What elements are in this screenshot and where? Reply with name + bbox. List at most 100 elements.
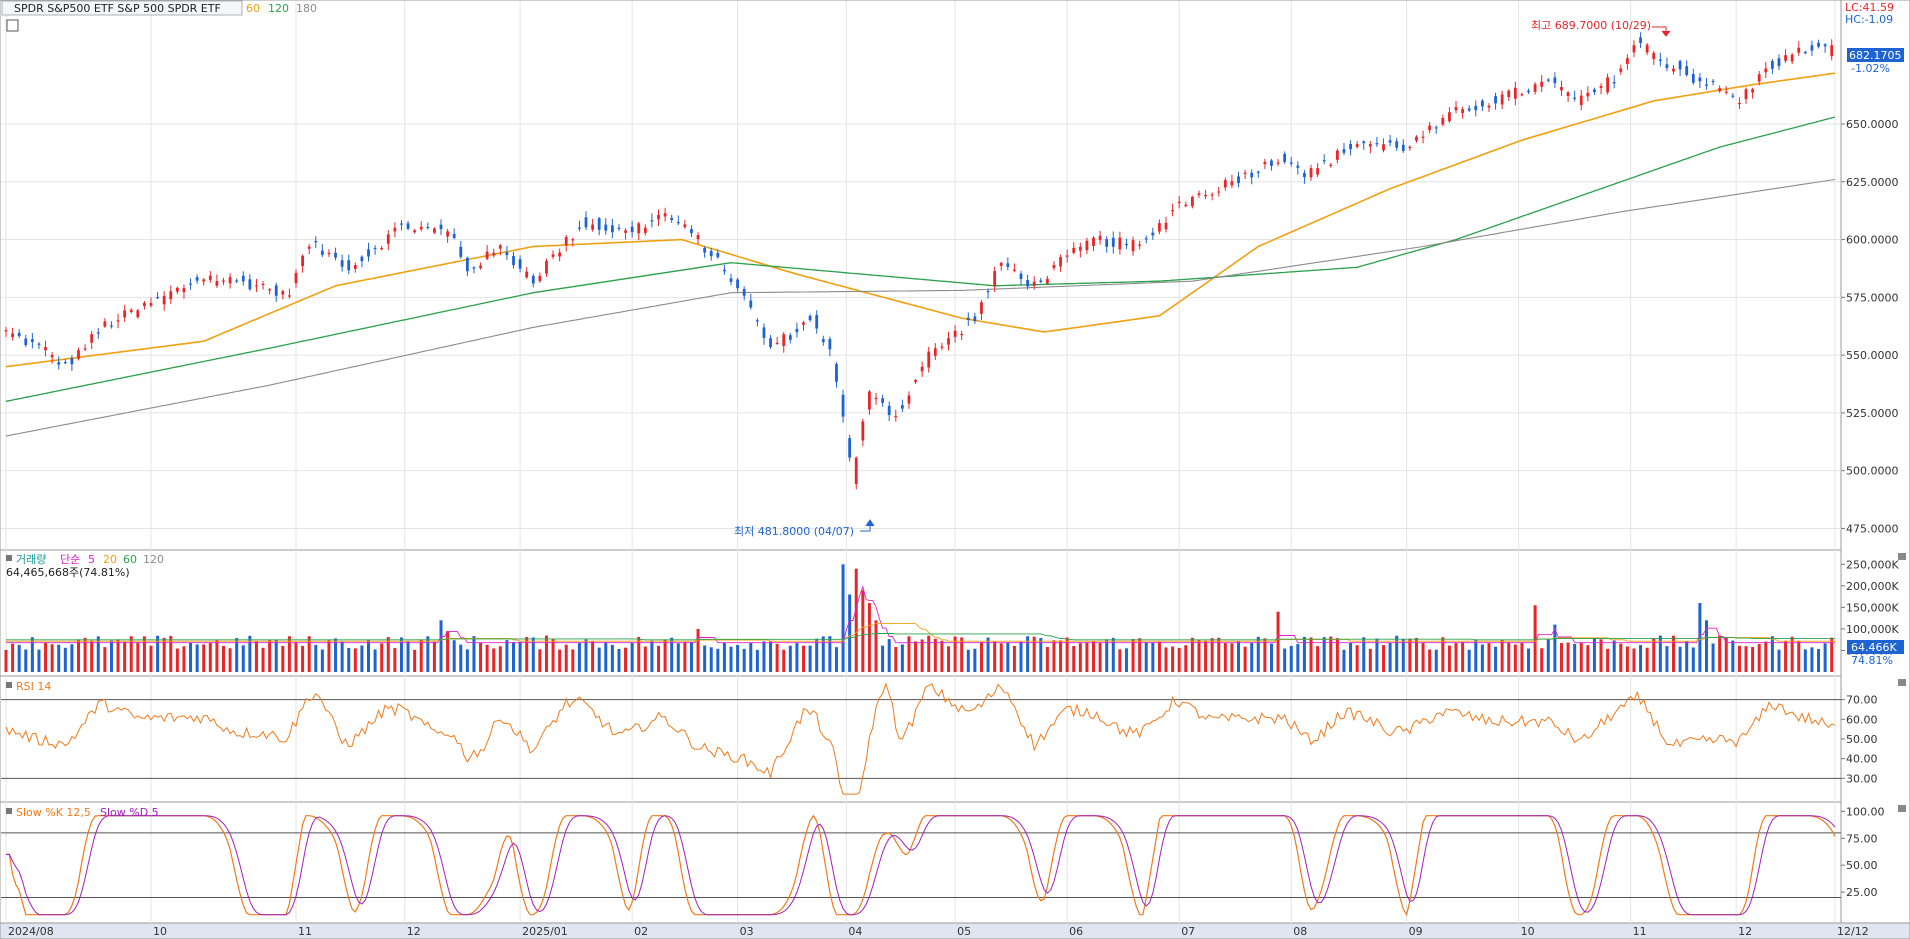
- candle-body: [1830, 45, 1834, 57]
- candle-body: [874, 397, 878, 400]
- stoch-k-label: Slow %K 12,5: [16, 806, 91, 819]
- candle-body: [419, 226, 423, 230]
- candle-body: [802, 322, 805, 325]
- candle-body: [1612, 82, 1616, 84]
- candle-body: [650, 220, 654, 222]
- volume-bar: [334, 638, 338, 672]
- volume-bar: [1619, 643, 1623, 672]
- volume-bar: [1441, 637, 1445, 672]
- candle-body: [472, 267, 476, 269]
- candle-body: [795, 328, 799, 333]
- candle-body: [485, 251, 489, 259]
- candle-body: [1243, 172, 1247, 174]
- volume-bar: [1553, 624, 1557, 672]
- candle-body: [307, 246, 311, 249]
- volume-bar: [722, 642, 726, 672]
- candle-body: [57, 362, 61, 365]
- volume-bar: [498, 646, 502, 672]
- candle-body: [887, 405, 891, 416]
- candle-body: [1718, 88, 1722, 92]
- stoch-pane-toggle[interactable]: [1898, 805, 1906, 812]
- volume-bar: [881, 645, 885, 672]
- candle-body: [439, 224, 443, 230]
- volume-bar: [953, 636, 957, 672]
- candle-body: [498, 245, 502, 249]
- candle-body: [1237, 176, 1240, 184]
- rsi-pane-toggle[interactable]: [1898, 679, 1906, 686]
- candle-body: [281, 290, 285, 295]
- volume-bar: [1388, 642, 1392, 672]
- x-tick-label: 11: [298, 925, 312, 938]
- volume-bar: [775, 643, 779, 672]
- candle-body: [123, 310, 127, 318]
- candle-body: [353, 265, 357, 269]
- volume-bar: [44, 642, 48, 672]
- candle-body: [1382, 144, 1385, 151]
- volume-bar: [1507, 642, 1511, 672]
- candle-body: [584, 217, 588, 228]
- candle-body: [1039, 280, 1043, 283]
- volume-bar: [452, 640, 456, 672]
- candle-body: [222, 280, 225, 282]
- price-pane[interactable]: [0, 0, 1842, 551]
- high-arrow-head: [1661, 30, 1671, 37]
- candle-body: [505, 252, 509, 256]
- candle-body: [1138, 244, 1142, 246]
- candle-body: [1685, 66, 1689, 76]
- rsi-pane[interactable]: [0, 675, 1842, 803]
- candle-body: [241, 275, 245, 282]
- volume-ma5: 5: [88, 553, 95, 566]
- candle-body: [1342, 149, 1346, 153]
- volume-bar: [1006, 642, 1010, 672]
- volume-bar: [1592, 637, 1596, 672]
- candle-body: [413, 230, 417, 233]
- volume-bar: [1296, 644, 1300, 672]
- candle-body: [1566, 92, 1570, 97]
- candle-body: [1560, 87, 1563, 91]
- rsi-y-tick: 30.00: [1846, 772, 1878, 785]
- stoch-pane-icon[interactable]: [6, 808, 12, 814]
- candle-body: [1665, 64, 1669, 68]
- volume-bar: [1612, 640, 1616, 672]
- rsi-line: [5, 682, 1836, 795]
- volume-bar: [386, 637, 390, 672]
- candle-body: [1553, 77, 1557, 84]
- volume-bar: [1309, 637, 1313, 672]
- volume-bar: [1408, 638, 1412, 672]
- stochastic-pane[interactable]: [0, 801, 1842, 924]
- volume-bar: [1072, 646, 1076, 672]
- volume-bar: [1665, 646, 1669, 672]
- volume-bar: [1586, 645, 1590, 672]
- volume-bar: [1731, 640, 1735, 672]
- volume-bar: [1546, 639, 1550, 672]
- candle-body: [1533, 84, 1537, 92]
- volume-bar: [1830, 637, 1834, 672]
- stoch-y-tick: 100.00: [1846, 805, 1885, 818]
- candle-body: [1118, 237, 1122, 250]
- candle-body: [1632, 45, 1636, 53]
- candle-body: [821, 339, 825, 343]
- candle-body: [1448, 112, 1451, 122]
- candle-body: [1480, 100, 1484, 107]
- candle-body: [643, 227, 647, 233]
- rsi-pane-icon[interactable]: [6, 682, 12, 688]
- volume-bar: [1335, 638, 1339, 672]
- volume-bar: [683, 641, 687, 672]
- volume-pane-toggle[interactable]: [1898, 553, 1906, 560]
- volume-bar: [1316, 646, 1320, 672]
- candle-body: [755, 320, 759, 322]
- chart-title: SPDR S&P500 ETF S&P 500 SPDR ETF: [14, 2, 221, 15]
- volume-bar: [1118, 649, 1122, 672]
- volume-bar: [1527, 648, 1531, 672]
- candle-body: [927, 351, 931, 368]
- candle-body: [1019, 273, 1023, 279]
- candle-body: [1131, 240, 1135, 252]
- moving-average-lines: [5, 72, 1836, 437]
- candle-body: [1494, 96, 1497, 104]
- volume-bar: [1823, 643, 1827, 672]
- volume-bar: [624, 647, 628, 672]
- menu-icon[interactable]: [6, 19, 19, 32]
- candle-body: [1026, 280, 1030, 287]
- volume-pane-icon[interactable]: [6, 555, 12, 561]
